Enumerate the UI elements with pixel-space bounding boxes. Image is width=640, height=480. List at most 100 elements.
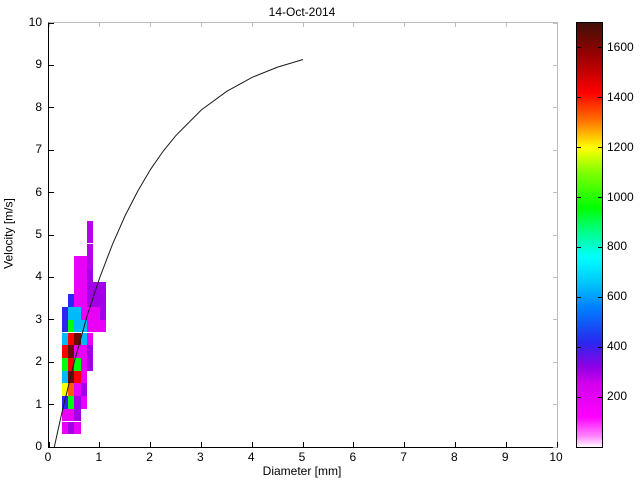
heatmap-cell xyxy=(68,396,75,409)
heatmap-cell xyxy=(74,281,81,295)
y-tick xyxy=(49,276,54,278)
colorbar-tick xyxy=(598,197,602,199)
x-tick-top xyxy=(454,23,456,27)
y-tick-label: 4 xyxy=(35,269,42,284)
colorbar-tick xyxy=(577,147,581,149)
heatmap-cell xyxy=(74,358,81,371)
heatmap-cell xyxy=(87,345,94,358)
heatmap-cell xyxy=(80,396,88,409)
y-tick-label: 2 xyxy=(35,354,42,369)
colorbar-tick xyxy=(598,246,602,248)
x-tick xyxy=(454,442,456,447)
heatmap-cell xyxy=(74,307,81,320)
heatmap-cell xyxy=(61,370,68,384)
y-tick xyxy=(49,64,54,66)
colorbar-tick-label: 400 xyxy=(607,339,628,354)
heatmap-cell xyxy=(87,281,94,295)
heatmap-cell xyxy=(61,319,68,333)
heatmap-cell xyxy=(74,319,81,333)
y-tick-right xyxy=(553,361,557,363)
y-tick xyxy=(49,22,54,24)
x-axis-label: Diameter [mm] xyxy=(262,464,342,478)
x-tick-top xyxy=(99,23,101,27)
x-tick xyxy=(353,442,355,447)
heatmap-cell xyxy=(61,421,68,435)
y-tick xyxy=(49,361,54,363)
x-tick-label: 1 xyxy=(95,450,103,464)
y-tick-label: 10 xyxy=(28,15,42,29)
heatmap-cell xyxy=(68,294,75,308)
heatmap-cell xyxy=(87,256,94,269)
y-tick-label: 3 xyxy=(35,311,42,326)
colorbar-tick-label: 1000 xyxy=(607,189,634,204)
heatmap-cell xyxy=(68,332,75,346)
y-tick xyxy=(49,319,54,321)
y-tick xyxy=(49,149,54,151)
colorbar-tick xyxy=(577,197,581,199)
heatmap-cell xyxy=(74,370,81,384)
x-tick xyxy=(404,442,406,447)
x-tick-top xyxy=(505,23,507,27)
heatmap-cell xyxy=(74,256,81,269)
heatmap-cell xyxy=(68,370,75,384)
heatmap-layer xyxy=(49,23,557,447)
x-tick xyxy=(99,442,101,447)
heatmap-cell xyxy=(74,332,81,346)
colorbar-tick xyxy=(598,97,602,99)
colorbar-tick xyxy=(577,296,581,298)
y-tick-label: 7 xyxy=(35,142,42,157)
heatmap-cell xyxy=(68,358,75,371)
x-tick-top xyxy=(302,23,304,27)
heatmap-cell xyxy=(87,319,100,333)
y-tick-label: 9 xyxy=(35,57,42,72)
heatmap-cell xyxy=(68,345,75,358)
x-tick-top xyxy=(150,23,152,27)
heatmap-cell xyxy=(61,345,68,358)
heatmap-cell xyxy=(80,358,88,371)
heatmap-cell xyxy=(87,358,94,371)
heatmap-cell xyxy=(68,408,75,422)
heatmap-cell xyxy=(80,268,88,282)
x-tick xyxy=(150,442,152,447)
heatmap-cell xyxy=(87,294,107,308)
colorbar-tick-label: 200 xyxy=(607,389,628,404)
heatmap-cell xyxy=(61,307,68,320)
colorbar-tick-label: 800 xyxy=(607,239,628,254)
x-tick-label: 0 xyxy=(44,450,52,464)
colorbar-tick xyxy=(598,396,602,398)
colorbar-tick-label: 1400 xyxy=(607,89,634,104)
y-tick-right xyxy=(553,319,557,321)
x-tick xyxy=(505,442,507,447)
heatmap-cell xyxy=(80,294,88,308)
heatmap-cell xyxy=(68,383,75,397)
heatmap-cell xyxy=(93,281,107,295)
curve-line xyxy=(53,59,304,447)
heatmap-cell xyxy=(99,307,107,320)
heatmap-cell xyxy=(61,408,68,422)
heatmap-cell xyxy=(68,307,75,320)
colorbar-tick xyxy=(598,47,602,49)
x-tick xyxy=(200,442,202,447)
y-tick-right xyxy=(553,446,557,448)
x-tick-top xyxy=(404,23,406,27)
y-tick-label: 0 xyxy=(35,439,42,453)
colorbar-tick xyxy=(577,396,581,398)
heatmap-cell xyxy=(87,243,94,257)
x-tick-top xyxy=(251,23,253,27)
heatmap-cell xyxy=(74,294,81,308)
colorbar-tick xyxy=(577,346,581,348)
heatmap-cell xyxy=(87,221,94,231)
y-tick-right xyxy=(553,234,557,236)
plot-area xyxy=(48,22,558,448)
x-tick-top xyxy=(200,23,202,27)
x-tick-label: 3 xyxy=(197,450,204,464)
heatmap-cell xyxy=(68,421,75,435)
x-tick xyxy=(302,442,304,447)
heatmap-cell xyxy=(74,408,81,422)
x-tick-top xyxy=(556,23,558,27)
heatmap-cell xyxy=(87,230,94,244)
y-tick-label: 6 xyxy=(35,184,42,199)
colorbar-tick-label: 1200 xyxy=(607,139,634,154)
plot-title: 14-Oct-2014 xyxy=(268,5,336,19)
colorbar-tick xyxy=(598,147,602,149)
